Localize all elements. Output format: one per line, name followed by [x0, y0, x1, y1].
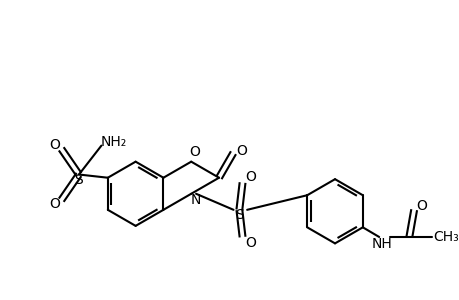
- Text: CH₃: CH₃: [432, 230, 458, 244]
- Text: O: O: [244, 170, 255, 184]
- Text: S: S: [235, 208, 243, 222]
- Text: N: N: [190, 193, 201, 207]
- Text: O: O: [49, 197, 60, 211]
- Text: O: O: [189, 145, 200, 159]
- Text: NH: NH: [371, 237, 392, 251]
- Text: O: O: [415, 199, 426, 213]
- Text: O: O: [49, 138, 60, 152]
- Text: O: O: [235, 144, 246, 158]
- Text: NH₂: NH₂: [101, 135, 127, 149]
- Text: O: O: [244, 236, 255, 250]
- Text: S: S: [74, 173, 83, 187]
